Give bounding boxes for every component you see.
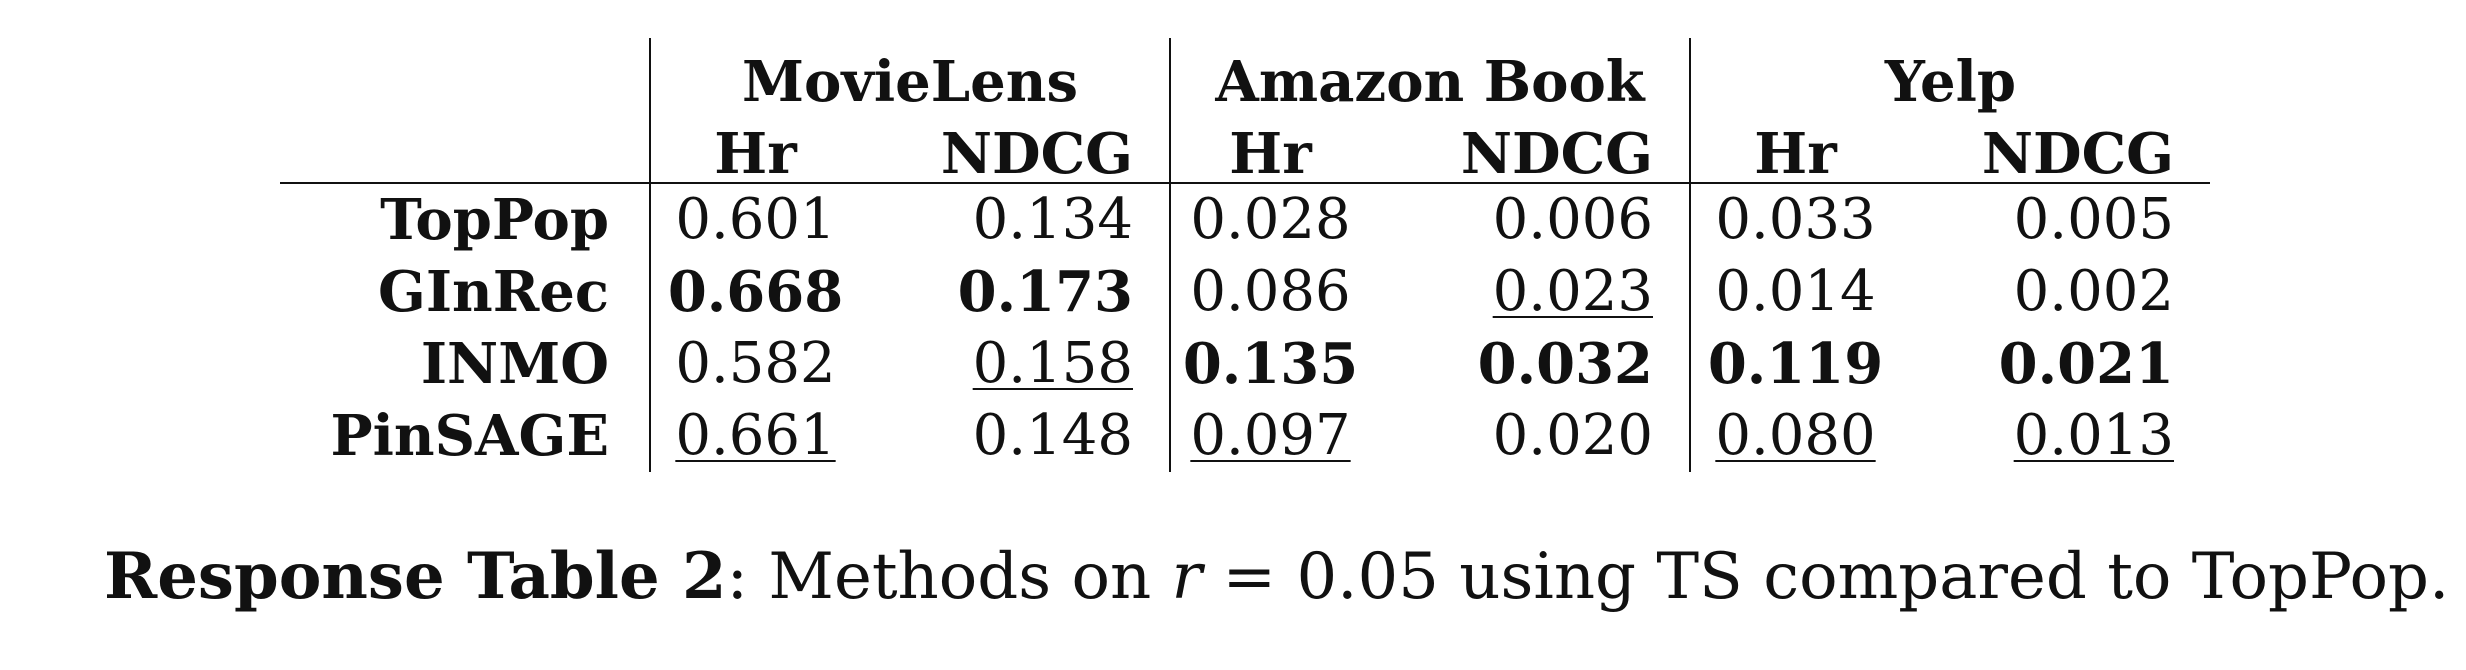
table-cell: 0.080 xyxy=(1689,400,1900,472)
method-name: GInRec xyxy=(378,259,609,325)
table-cell: 0.601 xyxy=(649,183,860,256)
table-cell: 0.668 xyxy=(649,256,860,328)
results-table-container: MovieLens Amazon Book Yelp Hr NDCG Hr ND… xyxy=(280,38,2210,472)
corner-cell xyxy=(280,38,650,110)
dataset-header-yelp: Yelp xyxy=(1689,38,2210,110)
table-row: INMO 0.582 0.158 0.135 0.032 0.119 0.021 xyxy=(280,328,2210,400)
table-cell: 0.002 xyxy=(2013,259,2174,324)
table-cell: 0.134 xyxy=(972,187,1133,252)
table-cell: 0.021 xyxy=(1998,331,2174,397)
metric-header: NDCG xyxy=(1370,110,1690,184)
dataset-header-amazon-book: Amazon Book xyxy=(1169,38,1690,110)
metric-header-row: Hr NDCG Hr NDCG Hr NDCG xyxy=(280,110,2210,184)
metric-header: NDCG xyxy=(1900,110,2210,184)
table-cell: 0.158 xyxy=(972,331,1133,396)
table-cell: 0.135 xyxy=(1169,328,1370,400)
table-cell: 0.097 xyxy=(1169,400,1370,472)
table-row: PinSAGE 0.661 0.148 0.097 0.020 0.080 0.… xyxy=(280,400,2210,472)
method-name: TopPop xyxy=(380,187,609,253)
table-cell: 0.014 xyxy=(1689,256,1900,328)
table-cell: 0.148 xyxy=(972,403,1133,468)
table-cell: 0.086 xyxy=(1169,256,1370,328)
table-cell: 0.661 xyxy=(649,400,860,472)
corner-cell-metric xyxy=(280,110,650,184)
table-cell: 0.582 xyxy=(649,328,860,400)
caption-text-before: Methods on xyxy=(768,540,1172,614)
table-caption: Response Table 2: Methods on r = 0.05 us… xyxy=(104,545,2449,610)
caption-label: Response Table 2 xyxy=(104,539,727,614)
metric-header: NDCG xyxy=(860,110,1170,184)
caption-math-variable: r xyxy=(1171,540,1203,614)
caption-text-after: = 0.05 using TS compared to TopPop. xyxy=(1202,540,2450,614)
table-cell: 0.032 xyxy=(1477,331,1653,397)
table-cell: 0.005 xyxy=(2013,187,2174,252)
table-cell: 0.006 xyxy=(1492,187,1653,252)
results-table: MovieLens Amazon Book Yelp Hr NDCG Hr ND… xyxy=(280,38,2210,472)
dataset-header-movielens: MovieLens xyxy=(649,38,1170,110)
table-cell: 0.020 xyxy=(1492,403,1653,468)
table-cell: 0.023 xyxy=(1492,259,1653,324)
metric-header: Hr xyxy=(649,110,860,184)
table-cell: 0.033 xyxy=(1689,183,1900,256)
method-name: INMO xyxy=(420,331,609,397)
table-cell: 0.119 xyxy=(1689,328,1900,400)
table-cell: 0.013 xyxy=(2013,403,2174,468)
table-row: GInRec 0.668 0.173 0.086 0.023 0.014 0.0… xyxy=(280,256,2210,328)
table-cell: 0.173 xyxy=(957,259,1133,325)
table-row: TopPop 0.601 0.134 0.028 0.006 0.033 0.0… xyxy=(280,183,2210,256)
dataset-header-row: MovieLens Amazon Book Yelp xyxy=(280,38,2210,110)
caption-separator: : xyxy=(726,540,769,614)
metric-header: Hr xyxy=(1689,110,1900,184)
metric-header: Hr xyxy=(1169,110,1370,184)
table-cell: 0.028 xyxy=(1169,183,1370,256)
method-name: PinSAGE xyxy=(330,403,610,469)
